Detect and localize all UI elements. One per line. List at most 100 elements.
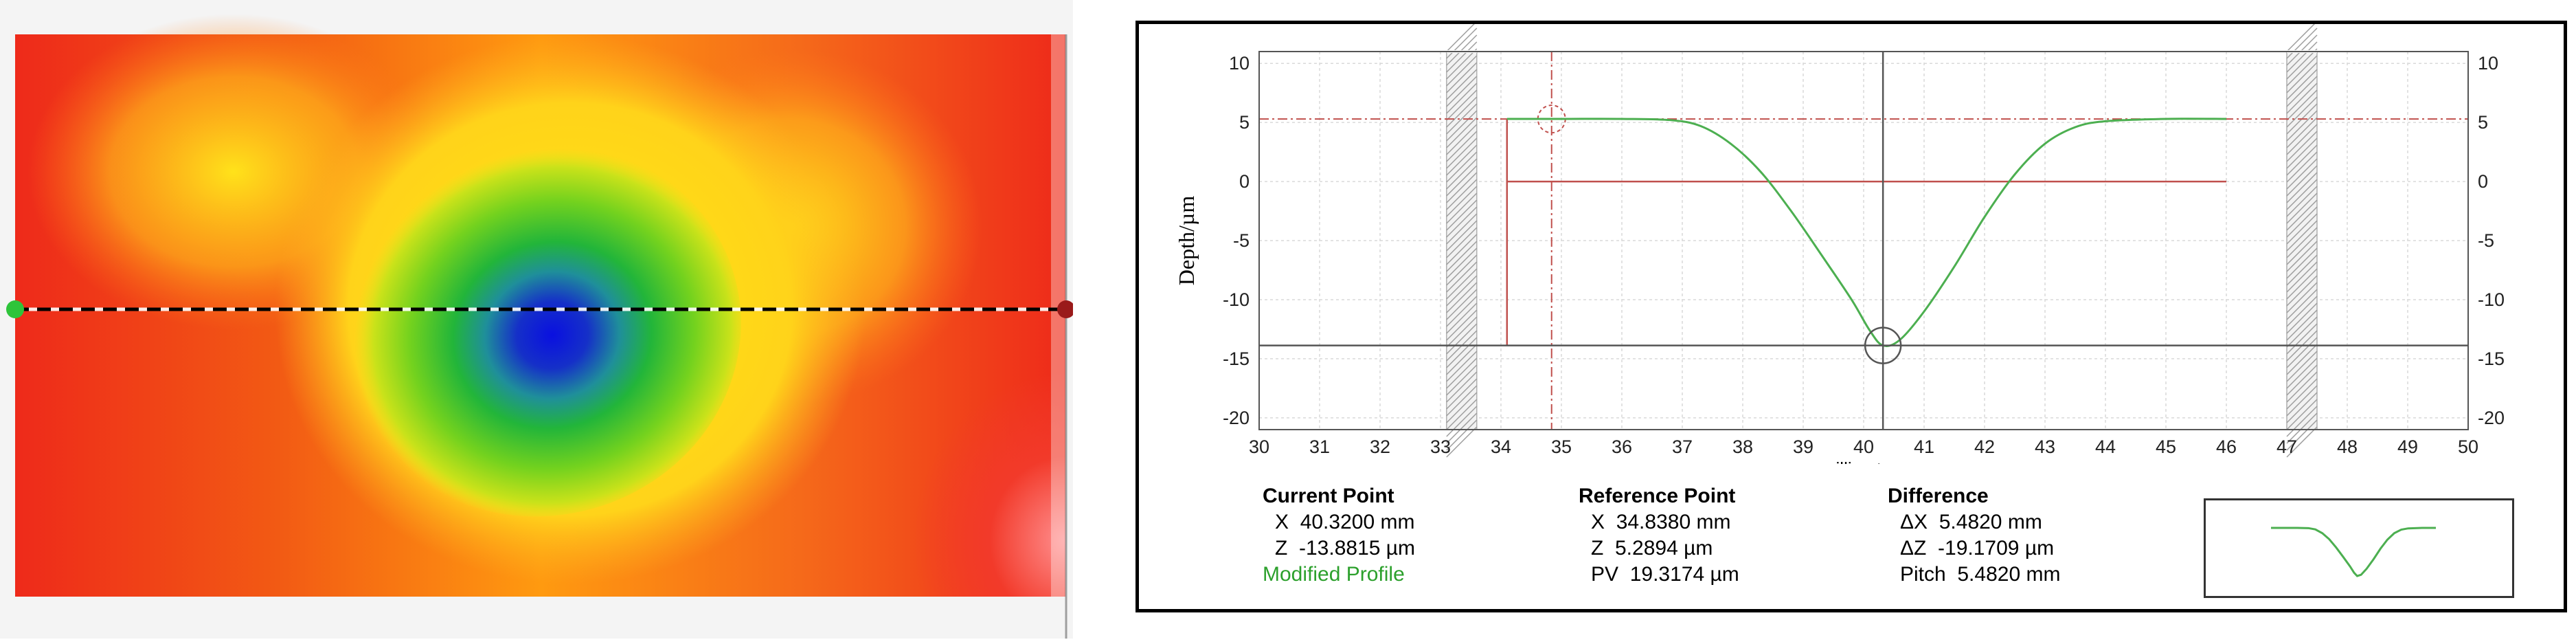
y-tick-label: -20	[1223, 408, 1250, 428]
hatch-stroke	[2286, 316, 2318, 348]
reference-z-value: 5.2894 µm	[1615, 537, 1713, 560]
hatch-stroke	[2286, 247, 2318, 279]
profile-thumbnail[interactable]	[2204, 498, 2514, 598]
current-z-label: Z	[1275, 537, 1288, 560]
hatch-stroke	[1446, 412, 1478, 444]
profile-line	[1506, 118, 2227, 347]
y-tick-label: 10	[1229, 53, 1250, 74]
hatch-stroke	[1446, 261, 1478, 293]
hatch-stroke	[1446, 227, 1478, 258]
current-point-marker	[1864, 326, 1902, 364]
hatch-stroke	[1446, 399, 1478, 430]
hatch-stroke	[2286, 364, 2318, 396]
hatch-stroke	[2286, 385, 2318, 417]
hatch-stroke	[1446, 172, 1478, 203]
pitch-label: Pitch	[1900, 563, 1946, 586]
x-tick-label: 47	[2276, 436, 2297, 457]
hatch-stroke	[2286, 165, 2318, 197]
x-tick-label: 45	[2156, 436, 2176, 457]
hatch-stroke	[1446, 316, 1478, 348]
current-point-heading: Current Point	[1263, 485, 1394, 507]
profile-thumbnail-graphic	[2271, 527, 2436, 577]
hatch-stroke	[2286, 131, 2318, 162]
hatch-stroke	[1446, 344, 1478, 375]
section-end-handle[interactable]	[1057, 300, 1075, 318]
hatch-stroke	[2286, 206, 2318, 238]
hatch-stroke	[1446, 392, 1478, 423]
hatch-stroke	[1446, 268, 1478, 300]
pv-label: PV	[1591, 563, 1619, 586]
hatch-stroke	[2286, 282, 2318, 313]
hatch-stroke	[1446, 158, 1478, 190]
hatch-stroke	[2286, 227, 2318, 258]
hatch-stroke	[1446, 103, 1478, 135]
x-tick-label: 41	[1914, 436, 1934, 457]
hatch-stroke	[2286, 241, 2318, 272]
x-tick-label: 31	[1309, 436, 1330, 457]
hatch-stroke	[2286, 179, 2318, 210]
hatch-stroke	[1446, 385, 1478, 417]
hatch-stroke	[1446, 406, 1478, 437]
hatch-stroke	[2286, 275, 2318, 307]
hatch-stroke	[2286, 323, 2318, 355]
reference-x-label: X	[1591, 511, 1605, 533]
y-tick-label-right: -10	[2478, 289, 2505, 310]
y-tick-labels-left: 10 5 0 -5 -10 -15 -20	[1223, 53, 1250, 428]
hatch-stroke	[1446, 82, 1478, 114]
hatch-stroke	[1446, 199, 1478, 231]
hatch-stroke	[2286, 344, 2318, 375]
hatch-stroke	[2286, 220, 2318, 252]
hatch-stroke	[2286, 199, 2318, 231]
pv-value: 19.3174 µm	[1629, 563, 1739, 586]
hatch-stroke	[1446, 117, 1478, 148]
hatch-stroke	[1446, 426, 1478, 458]
thumbnail-profile-line	[2271, 527, 2436, 577]
hatch-stroke	[2286, 89, 2318, 121]
hatch-stroke	[1446, 323, 1478, 355]
hatch-stroke	[2286, 82, 2318, 114]
hatch-stroke	[2286, 96, 2318, 128]
reference-x-value: 34.8380 mm	[1616, 511, 1731, 533]
hatch-stroke	[1446, 124, 1478, 155]
hatch-stroke	[2286, 378, 2318, 410]
hatch-stroke	[2286, 186, 2318, 217]
x-tick-label: 50	[2458, 436, 2478, 457]
hatch-stroke	[1446, 69, 1478, 100]
hatch-stroke	[2286, 254, 2318, 286]
hatch-stroke	[2286, 144, 2318, 176]
profile-chart: 30 31 32 33 34 35 36 37 38 39 40 41 42 43 44 45 46 47 48 49…	[1174, 21, 2505, 479]
y-tick-label: -5	[1233, 230, 1250, 251]
hatch-stroke	[1446, 131, 1478, 162]
hatch-stroke	[2286, 27, 2318, 59]
hatch-stroke	[2286, 261, 2318, 293]
reference-point-readout: Reference Point X 34.8380 mm Z 5.2894 µm…	[1579, 483, 1739, 588]
hatch-stroke	[1446, 254, 1478, 286]
y-tick-label-right: -15	[2478, 348, 2505, 369]
hatch-stroke	[1446, 241, 1478, 272]
hatch-stroke	[2286, 309, 2318, 341]
x-tick-label: 39	[1793, 436, 1814, 457]
hatch-stroke	[2286, 213, 2318, 245]
hatch-stroke	[1446, 371, 1478, 403]
hatch-stroke	[2286, 399, 2318, 430]
hatch-stroke	[1446, 21, 1478, 52]
hatch-stroke	[2286, 124, 2318, 155]
x-tick-label: 42	[1974, 436, 1995, 457]
current-x-label: X	[1275, 511, 1289, 533]
section-start-handle[interactable]	[6, 300, 24, 318]
y-tick-label-right: -5	[2478, 230, 2494, 251]
hatch-stroke	[1446, 364, 1478, 396]
x-tick-label: 48	[2337, 436, 2358, 457]
hatch-stroke	[1446, 419, 1478, 451]
x-tick-label: 30	[1249, 436, 1269, 457]
hatch-stroke	[1446, 110, 1478, 142]
hatch-stroke	[1446, 186, 1478, 217]
hatch-stroke	[2286, 151, 2318, 183]
profile-mode-label[interactable]: Modified Profile	[1263, 563, 1405, 586]
x-axis-label: millimetres	[1821, 458, 1906, 464]
hatch-stroke	[1446, 302, 1478, 334]
y-tick-label: 0	[1239, 171, 1250, 192]
x-tick-label: 46	[2216, 436, 2237, 457]
y-tick-label: 5	[1239, 112, 1250, 133]
hatch-stroke	[1446, 144, 1478, 176]
